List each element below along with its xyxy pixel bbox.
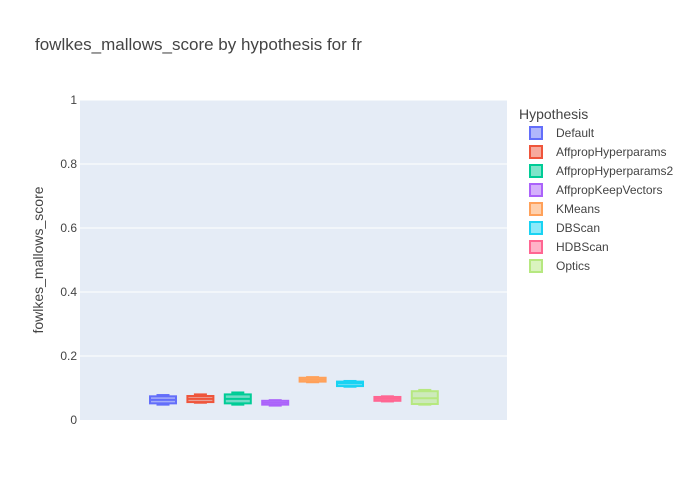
box-optics[interactable]: [410, 388, 439, 406]
y-tick-labels: 0 0.2 0.4 0.6 0.8 1: [60, 93, 77, 427]
legend-swatch: [529, 240, 543, 254]
legend-item-affpropkeepvectors[interactable]: AffpropKeepVectors: [529, 183, 663, 197]
y-tick-label: 1: [70, 93, 77, 107]
legend-swatch: [529, 259, 543, 273]
y-tick-label: 0.2: [60, 349, 77, 363]
box-affprophyperparams2[interactable]: [223, 391, 252, 406]
legend-item-kmeans[interactable]: KMeans: [529, 202, 600, 216]
y-tick-label: 0: [70, 413, 77, 427]
legend-swatch: [529, 183, 543, 197]
box-kmeans[interactable]: [298, 376, 327, 384]
legend-swatch: [529, 202, 543, 216]
legend[interactable]: Default AffpropHyperparams AffpropHyperpar…: [529, 126, 673, 273]
legend-item-affprophyperparams[interactable]: AffpropHyperparams: [529, 145, 667, 159]
legend-label: DBScan: [556, 221, 600, 235]
chart-title: fowlkes_mallows_score by hypothesis for …: [35, 35, 362, 54]
y-tick-label: 0.8: [60, 157, 77, 171]
legend-swatch: [529, 164, 543, 178]
gridlines: [80, 99, 507, 357]
plot-area: [80, 100, 507, 420]
legend-item-default[interactable]: Default: [529, 126, 595, 140]
legend-swatch: [529, 221, 543, 235]
legend-label: AffpropKeepVectors: [556, 183, 663, 197]
legend-item-dbscan[interactable]: DBScan: [529, 221, 600, 235]
legend-label: AffpropHyperparams: [556, 145, 667, 159]
y-tick-label: 0.6: [60, 221, 77, 235]
legend-item-hdbscan[interactable]: HDBScan: [529, 240, 609, 254]
legend-label: HDBScan: [556, 240, 609, 254]
box-default[interactable]: [149, 394, 177, 406]
legend-label: Optics: [556, 259, 590, 273]
box-plots[interactable]: [149, 376, 439, 407]
box-affprophyperparams[interactable]: [186, 393, 215, 404]
box-hdbscan[interactable]: [373, 395, 402, 403]
y-tick-label: 0.4: [60, 285, 77, 299]
legend-label: Default: [556, 126, 595, 140]
legend-item-affprophyperparams2[interactable]: AffpropHyperparams2: [529, 164, 673, 178]
legend-label: KMeans: [556, 202, 600, 216]
legend-item-optics[interactable]: Optics: [529, 259, 590, 273]
legend-swatch: [529, 126, 543, 140]
box-dbscan[interactable]: [336, 379, 364, 388]
box-affpropkeepvectors[interactable]: [261, 399, 290, 407]
legend-title: Hypothesis: [519, 106, 588, 122]
y-axis-title: fowlkes_mallows_score: [30, 186, 46, 333]
legend-label: AffpropHyperparams2: [556, 164, 673, 178]
legend-swatch: [529, 145, 543, 159]
